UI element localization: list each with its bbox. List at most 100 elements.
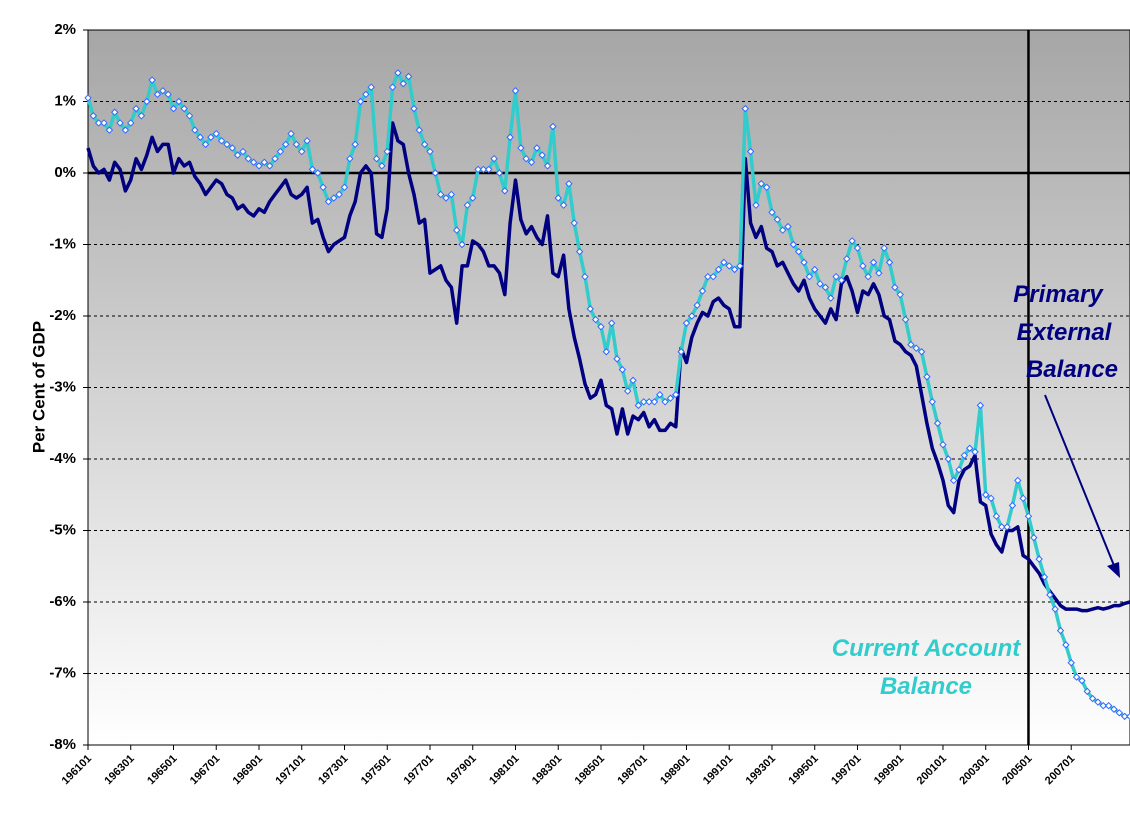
point-marker [832, 272, 840, 281]
point-marker [955, 466, 963, 474]
point-marker [324, 197, 333, 206]
point-marker [410, 104, 418, 113]
point-marker [559, 201, 568, 209]
point-marker [207, 133, 215, 141]
y-tick-label: -3% [49, 378, 76, 395]
x-tick-label: 199901 [872, 753, 906, 787]
point-marker [971, 448, 979, 456]
point-marker [1110, 705, 1118, 713]
point-marker [84, 94, 92, 102]
point-marker [217, 137, 226, 145]
point-marker [116, 119, 124, 127]
point-marker [1014, 476, 1022, 485]
annotation: Primary External Balance [1013, 281, 1118, 383]
point-marker [148, 76, 156, 84]
x-tick-label: 199101 [701, 753, 735, 787]
point-marker [265, 162, 274, 170]
point-marker [490, 154, 498, 163]
point-marker [907, 340, 915, 349]
point-marker [442, 194, 450, 202]
annotation-line: Primary [1013, 281, 1104, 308]
point-marker [335, 190, 343, 199]
point-marker [757, 180, 765, 188]
point-marker [677, 348, 685, 356]
point-marker [420, 140, 429, 149]
point-marker [367, 83, 375, 91]
point-marker [1094, 698, 1102, 706]
point-marker [244, 154, 253, 163]
point-marker [575, 247, 584, 256]
point-marker [260, 158, 269, 166]
point-marker [554, 194, 562, 202]
point-marker [789, 240, 798, 249]
point-marker [843, 255, 851, 263]
point-marker [169, 104, 178, 113]
point-marker [1040, 573, 1049, 581]
point-marker [741, 104, 749, 113]
x-tick-label: 196301 [102, 753, 136, 787]
point-marker [623, 387, 632, 395]
point-marker [891, 283, 899, 292]
point-marker [399, 79, 407, 88]
point-marker [458, 240, 466, 249]
series-line [86, 121, 1130, 613]
point-marker [827, 294, 835, 302]
y-axis-label: Per Cent of GDP [29, 321, 48, 453]
point-marker [1024, 512, 1033, 520]
point-marker [762, 183, 771, 192]
x-tick-label: 199701 [829, 753, 863, 787]
point-marker [672, 390, 680, 399]
point-marker [330, 194, 338, 202]
x-tick-label: 198301 [530, 753, 564, 787]
point-marker [495, 169, 504, 177]
annotation-line: Balance [880, 673, 972, 700]
point-marker [1078, 676, 1086, 685]
point-marker [201, 140, 210, 149]
point-marker [634, 401, 643, 410]
point-marker [1083, 687, 1091, 696]
point-marker [1062, 641, 1070, 649]
point-marker [298, 147, 306, 156]
point-marker [992, 512, 1001, 520]
point-marker [1046, 591, 1054, 599]
point-marker [308, 165, 317, 174]
y-tick-label: 1% [54, 92, 76, 109]
point-marker [159, 87, 167, 95]
point-marker [314, 169, 322, 177]
point-marker [1120, 712, 1129, 721]
point-marker [570, 219, 578, 227]
point-marker [944, 455, 953, 463]
point-marker [1067, 659, 1075, 667]
point-marker [164, 90, 172, 99]
point-marker [479, 165, 488, 174]
point-marker [987, 494, 995, 503]
annotation-arrow [1044, 394, 1116, 569]
point-marker [94, 119, 103, 127]
point-marker [228, 144, 236, 152]
point-marker [773, 215, 782, 224]
point-marker [1088, 694, 1097, 703]
point-marker [816, 280, 824, 288]
point-marker [912, 344, 920, 352]
point-marker [784, 222, 792, 231]
point-marker [923, 373, 931, 381]
point-marker [1008, 501, 1017, 510]
point-marker [378, 162, 386, 170]
point-marker [372, 154, 381, 163]
point-marker [1056, 626, 1065, 635]
point-marker [522, 154, 530, 163]
point-marker [292, 140, 301, 149]
point-marker [725, 262, 733, 270]
plot-area [87, 29, 1130, 746]
point-marker [629, 376, 637, 385]
point-marker [1051, 605, 1059, 613]
x-tick-label: 197901 [444, 753, 478, 787]
point-marker [949, 476, 958, 485]
point-marker [1035, 555, 1043, 563]
point-marker [100, 119, 108, 127]
point-marker [196, 133, 204, 141]
point-marker [682, 319, 691, 327]
point-marker [388, 83, 397, 91]
point-marker [698, 287, 707, 295]
annotation-line: Balance [1026, 356, 1118, 383]
